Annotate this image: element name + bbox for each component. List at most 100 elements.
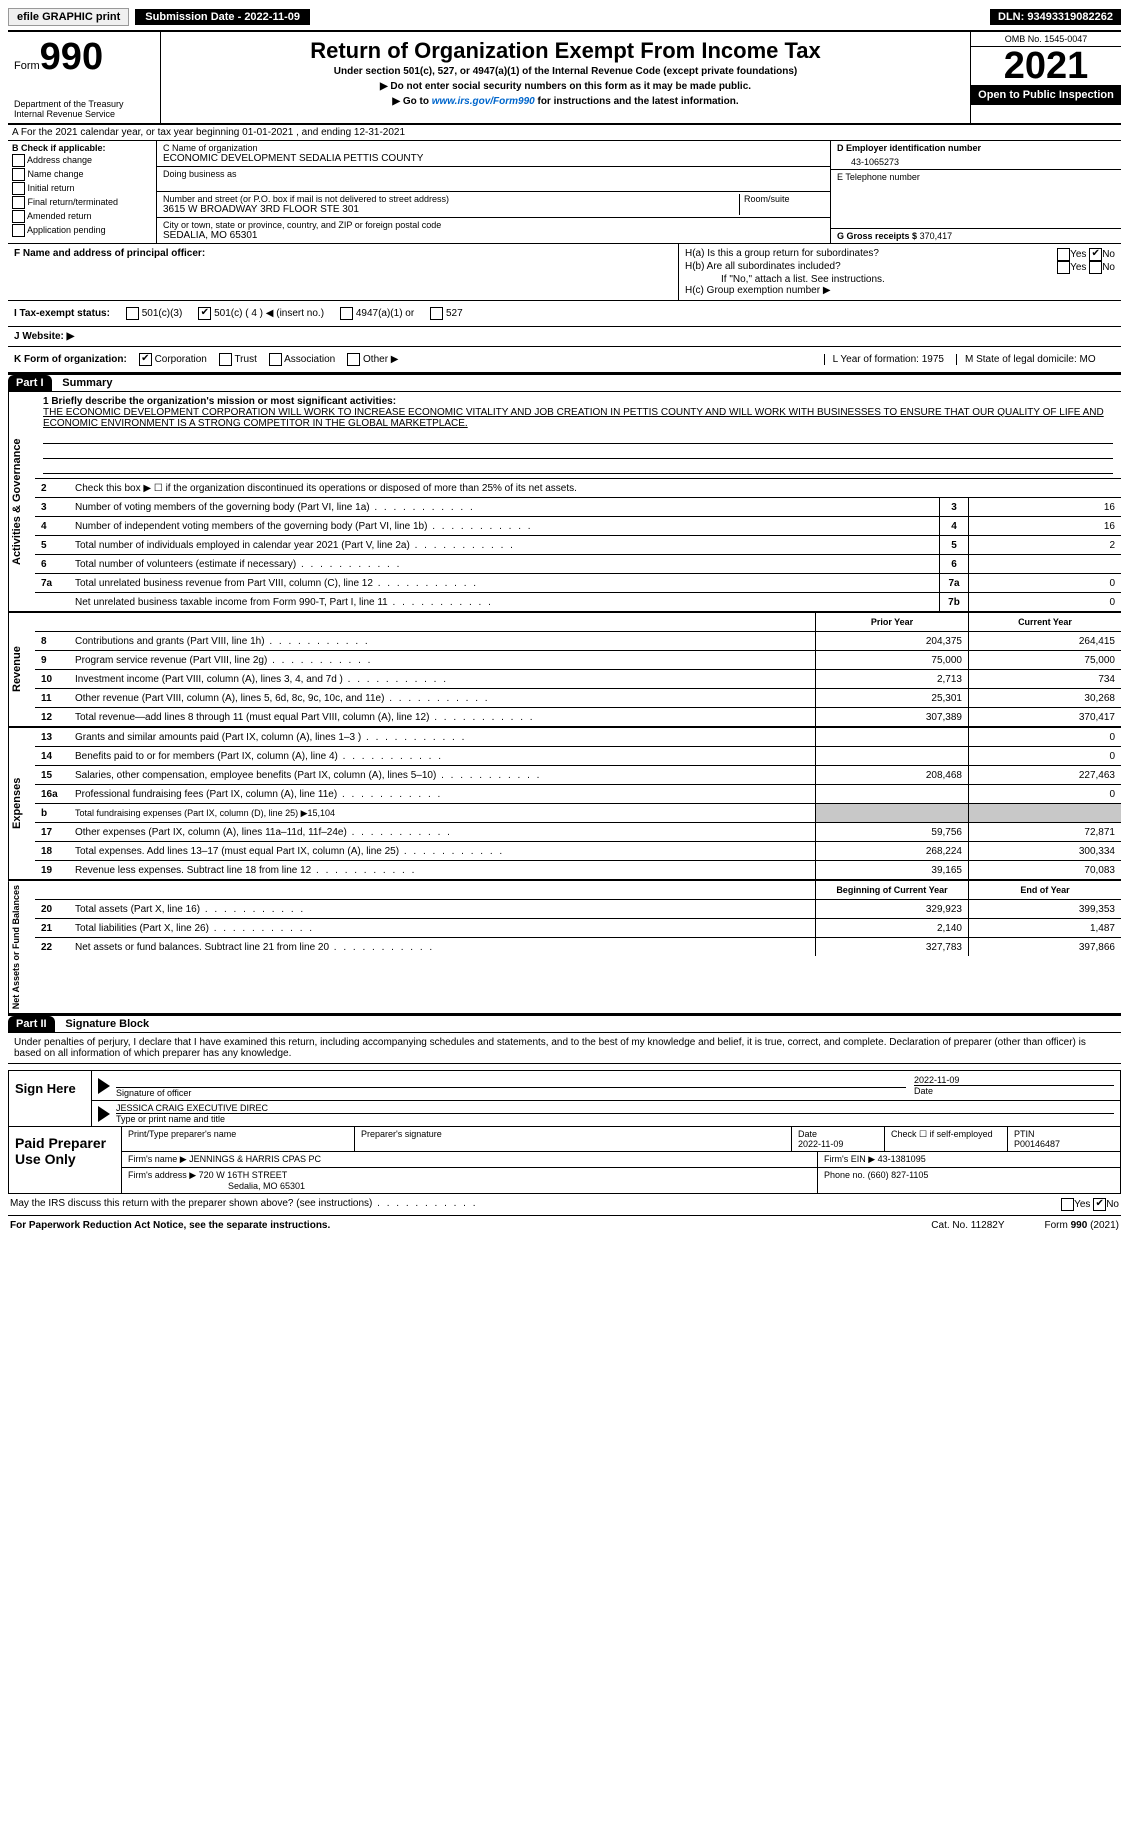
line-b: b Total fundraising expenses (Part IX, c… [35,803,1121,822]
k-other[interactable]: Other ▶ [347,353,398,366]
form-left: Form990 Department of the Treasury Inter… [8,32,161,123]
ha-answer: Yes No [1057,248,1115,261]
boy-header: Beginning of Current Year [815,881,968,899]
prep-sig-label: Preparer's signature [355,1127,792,1151]
open-public: Open to Public Inspection [971,85,1121,105]
l-year: L Year of formation: 1975 [824,354,944,365]
opt-4947[interactable]: 4947(a)(1) or [340,307,414,320]
city-label: City or town, state or province, country… [163,220,824,230]
firm-addr1: 720 W 16TH STREET [199,1170,288,1180]
k-assoc[interactable]: Association [269,353,335,366]
revenue-block: Revenue Prior Year Current Year 8 Contri… [8,613,1121,728]
subtitle-3: ▶ Go to www.irs.gov/Form990 for instruct… [171,96,960,107]
sign-block: Sign Here Signature of officer 2022-11-0… [8,1070,1121,1127]
netassets-header: Beginning of Current Year End of Year [35,881,1121,899]
section-a: A For the 2021 calendar year, or tax yea… [8,125,1121,141]
line-6: 6 Total number of volunteers (estimate i… [35,554,1121,573]
governance-label: Activities & Governance [8,392,35,611]
i-label: I Tax-exempt status: [14,308,110,319]
chk-final[interactable]: Final return/terminated [12,196,152,209]
firm-ein-label: Firm's EIN ▶ [824,1154,875,1164]
row-k: K Form of organization: Corporation Trus… [8,347,1121,374]
j-label: J Website: ▶ [14,331,74,342]
phone-cell: E Telephone number [831,170,1121,229]
irs-link[interactable]: www.irs.gov/Form990 [432,96,535,107]
self-emp-label: Check ☐ if self-employed [885,1127,1008,1151]
chk-address[interactable]: Address change [12,154,152,167]
opt-501c3[interactable]: 501(c)(3) [126,307,182,320]
arrow-icon [98,1078,110,1094]
gross-label: G Gross receipts $ [837,231,917,241]
org-info-block: B Check if applicable: Address change Na… [8,141,1121,244]
col-d: D Employer identification number 43-1065… [830,141,1121,243]
ha-label: H(a) Is this a group return for subordin… [685,248,879,261]
revenue-header: Prior Year Current Year [35,613,1121,631]
firm-phone-label: Phone no. [824,1170,865,1180]
line-12: 12 Total revenue—add lines 8 through 11 … [35,707,1121,726]
prep-name-label: Print/Type preparer's name [122,1127,355,1151]
addr-label: Number and street (or P.O. box if mail i… [163,194,739,204]
line-7a: 7a Total unrelated business revenue from… [35,573,1121,592]
line-2: Check this box ▶ ☐ if the organization d… [71,481,1121,496]
gross-cell: G Gross receipts $ 370,417 [831,229,1121,243]
row-i: I Tax-exempt status: 501(c)(3) 501(c) ( … [8,301,1121,327]
subtitle-2: ▶ Do not enter social security numbers o… [171,81,960,92]
submission-date: Submission Date - 2022-11-09 [135,9,310,25]
line-10: 10 Investment income (Part VIII, column … [35,669,1121,688]
declaration: Under penalties of perjury, I declare th… [8,1033,1121,1064]
part2-header: Part II Signature Block [8,1015,1121,1033]
chk-pending[interactable]: Application pending [12,224,152,237]
chk-initial[interactable]: Initial return [12,182,152,195]
line-3: 3 Number of voting members of the govern… [35,497,1121,516]
netassets-block: Net Assets or Fund Balances Beginning of… [8,881,1121,1015]
efile-button[interactable]: efile GRAPHIC print [8,8,129,26]
governance-block: Activities & Governance 1 Briefly descri… [8,392,1121,613]
hb-note: If "No," attach a list. See instructions… [685,274,1115,285]
ein-cell: D Employer identification number 43-1065… [831,141,1121,170]
opt-501c4[interactable]: 501(c) ( 4 ) ◀ (insert no.) [198,307,324,320]
part2-title: Signature Block [57,1018,149,1030]
form-header: Form990 Department of the Treasury Inter… [8,30,1121,125]
form-prefix: Form [14,60,40,72]
footer-right: Form 990 (2021) [1045,1220,1120,1231]
top-bar: efile GRAPHIC print Submission Date - 20… [8,8,1121,26]
line-9: 9 Program service revenue (Part VIII, li… [35,650,1121,669]
line-13: 13 Grants and similar amounts paid (Part… [35,728,1121,746]
prep-row-3: Firm's address ▶ 720 W 16TH STREETSedali… [122,1168,1120,1193]
prep-label: Paid Preparer Use Only [9,1127,122,1193]
sig-label: Signature of officer [116,1088,906,1098]
header-right: OMB No. 1545-0047 2021 Open to Public In… [970,32,1121,123]
current-year-header: Current Year [968,613,1121,631]
tax-year: 2021 [971,47,1121,85]
discuss-answer: Yes No [1061,1198,1119,1211]
col-c: C Name of organization ECONOMIC DEVELOPM… [157,141,830,243]
line-16a: 16a Professional fundraising fees (Part … [35,784,1121,803]
f-h-block: F Name and address of principal officer:… [8,244,1121,301]
line-5: 5 Total number of individuals employed i… [35,535,1121,554]
line-18: 18 Total expenses. Add lines 13–17 (must… [35,841,1121,860]
ein-label: D Employer identification number [837,143,1115,153]
line-17: 17 Other expenses (Part IX, column (A), … [35,822,1121,841]
line-11: 11 Other revenue (Part VIII, column (A),… [35,688,1121,707]
opt-527[interactable]: 527 [430,307,462,320]
ein: 43-1065273 [837,153,1115,167]
line-19: 19 Revenue less expenses. Subtract line … [35,860,1121,879]
org-name-cell: C Name of organization ECONOMIC DEVELOPM… [157,141,830,167]
k-corp[interactable]: Corporation [139,353,207,366]
chk-name[interactable]: Name change [12,168,152,181]
k-trust[interactable]: Trust [219,353,257,366]
revenue-label: Revenue [8,613,35,726]
col-b: B Check if applicable: Address change Na… [8,141,157,243]
part1-header: Part I Summary [8,374,1121,392]
line-14: 14 Benefits paid to or for members (Part… [35,746,1121,765]
chk-amended[interactable]: Amended return [12,210,152,223]
hc-label: H(c) Group exemption number ▶ [685,285,1115,296]
discuss-row: May the IRS discuss this return with the… [8,1194,1121,1216]
line-21: 21 Total liabilities (Part X, line 26) 2… [35,918,1121,937]
k-label: K Form of organization: [14,354,127,365]
city-cell: City or town, state or province, country… [157,218,830,243]
ptin-label: PTIN [1014,1129,1035,1139]
gross-receipts: 370,417 [920,231,953,241]
prep-date-label: Date [798,1129,817,1139]
part2-num: Part II [8,1016,55,1032]
